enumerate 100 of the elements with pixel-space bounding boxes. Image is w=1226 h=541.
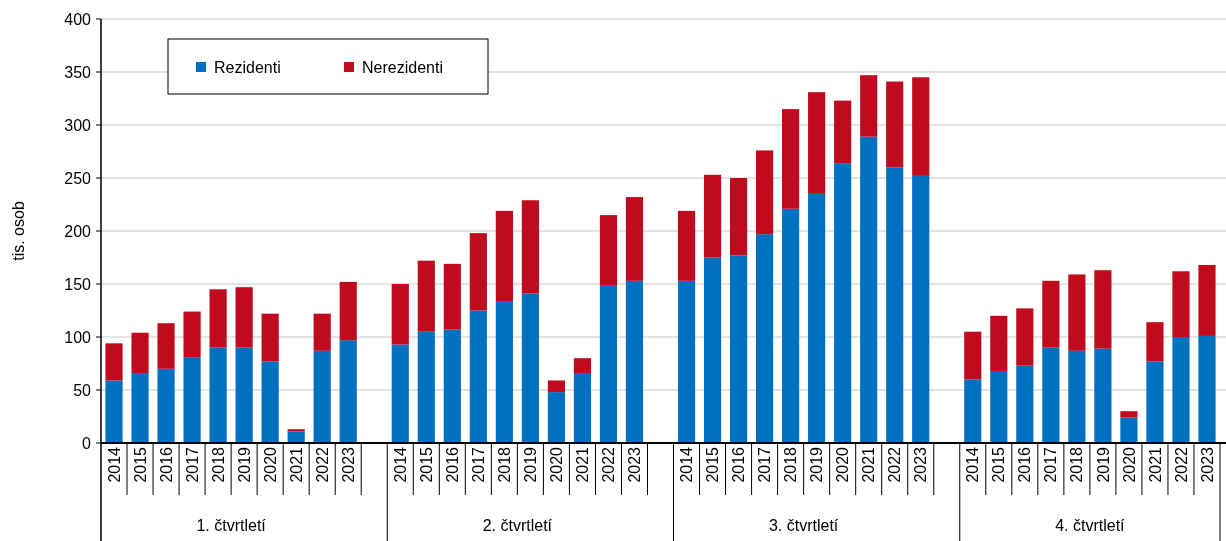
legend-label: Rezidenti bbox=[214, 58, 281, 76]
bar bbox=[495, 300, 513, 443]
bar bbox=[834, 163, 852, 443]
x-tick-label: 2022 bbox=[886, 446, 904, 483]
text: 4. čtvrtletí bbox=[1055, 517, 1126, 534]
bar bbox=[756, 234, 774, 443]
bar bbox=[391, 284, 409, 345]
bar bbox=[1016, 308, 1034, 366]
bar bbox=[990, 315, 1008, 371]
bar bbox=[339, 340, 357, 443]
bar bbox=[339, 281, 357, 341]
x-tick-label: 2018 bbox=[1068, 446, 1086, 483]
bar bbox=[1120, 411, 1138, 418]
x-tick-label: 2016 bbox=[157, 446, 175, 483]
x-tick-label: 2019 bbox=[235, 446, 253, 483]
bar bbox=[1016, 365, 1034, 443]
bar bbox=[443, 263, 461, 330]
bar bbox=[964, 331, 982, 380]
x-tick-label: 2015 bbox=[417, 446, 435, 483]
bar bbox=[157, 368, 175, 443]
bar bbox=[417, 331, 435, 443]
text: 1. čtvrtletí bbox=[196, 517, 267, 534]
x-tick-label: 2020 bbox=[548, 446, 566, 483]
y-axis-title: tis. osob bbox=[10, 201, 27, 261]
bar bbox=[677, 280, 696, 443]
bar bbox=[391, 344, 409, 443]
bar bbox=[964, 379, 982, 443]
bar bbox=[287, 429, 305, 432]
bar bbox=[729, 255, 748, 443]
x-tick-label: 2016 bbox=[443, 446, 461, 483]
y-tick-label: 0 bbox=[82, 434, 92, 452]
x-tick-label: 2023 bbox=[339, 446, 357, 483]
bar bbox=[105, 380, 123, 443]
x-tick-label: 2023 bbox=[1198, 446, 1216, 483]
bar bbox=[912, 175, 930, 443]
x-tick-label: 2022 bbox=[313, 446, 331, 483]
x-tick-label: 2020 bbox=[1120, 446, 1138, 483]
bar bbox=[756, 150, 774, 235]
bar bbox=[886, 81, 904, 168]
bar bbox=[703, 257, 722, 443]
x-tick-label: 2017 bbox=[469, 446, 487, 483]
x-tick-label: 2016 bbox=[1016, 446, 1034, 483]
x-tick-label: 2017 bbox=[756, 446, 774, 483]
bar bbox=[782, 109, 800, 209]
y-tick-label: 300 bbox=[64, 116, 92, 134]
x-tick-label: 2017 bbox=[1042, 446, 1060, 483]
x-tick-label: 2020 bbox=[834, 446, 852, 483]
bar bbox=[1172, 337, 1190, 443]
bar bbox=[235, 347, 253, 443]
bar bbox=[1068, 274, 1086, 351]
bar bbox=[1042, 280, 1060, 348]
bar bbox=[886, 167, 904, 443]
bar bbox=[547, 380, 565, 393]
x-tick-label: 2014 bbox=[105, 446, 123, 483]
bar bbox=[625, 197, 644, 281]
x-tick-label: 2014 bbox=[391, 446, 409, 483]
y-tick-label: 200 bbox=[64, 222, 92, 240]
bar bbox=[834, 100, 852, 164]
bar bbox=[547, 392, 565, 443]
x-tick-label: 2021 bbox=[1146, 446, 1164, 483]
bar bbox=[495, 210, 513, 301]
x-tick-label: 2021 bbox=[574, 446, 592, 483]
bar bbox=[599, 215, 618, 286]
bar bbox=[860, 75, 878, 137]
bar bbox=[782, 208, 800, 443]
bar bbox=[521, 293, 539, 443]
bar bbox=[1198, 264, 1216, 336]
bar bbox=[1042, 347, 1060, 443]
bar bbox=[1120, 417, 1138, 443]
x-tick-label: 2021 bbox=[287, 446, 305, 483]
bar bbox=[157, 323, 175, 369]
bar bbox=[261, 361, 279, 443]
x-tick-label: 2019 bbox=[1094, 446, 1112, 483]
bar bbox=[599, 285, 618, 443]
x-tick-label: 2018 bbox=[209, 446, 227, 483]
bar bbox=[1198, 335, 1216, 443]
bar bbox=[1146, 322, 1164, 362]
bar bbox=[1146, 361, 1164, 443]
x-tick-label: 2015 bbox=[704, 446, 722, 483]
bar bbox=[131, 332, 149, 374]
x-tick-label: 2014 bbox=[678, 446, 696, 483]
y-tick-label: 400 bbox=[64, 10, 92, 28]
bar bbox=[808, 193, 826, 443]
bar bbox=[131, 373, 149, 443]
bar bbox=[703, 174, 722, 258]
bar bbox=[417, 260, 435, 332]
bar bbox=[313, 350, 331, 443]
bar bbox=[912, 77, 930, 176]
bar bbox=[313, 313, 331, 351]
bar bbox=[1068, 350, 1086, 443]
x-tick-label: 2020 bbox=[261, 446, 279, 483]
bar bbox=[729, 178, 748, 256]
x-tick-label: 2019 bbox=[521, 446, 539, 483]
bar bbox=[105, 343, 123, 381]
bar bbox=[990, 370, 1008, 443]
legend-label: Nerezidenti bbox=[362, 58, 443, 76]
bar bbox=[860, 136, 878, 443]
x-tick-label: 2017 bbox=[183, 446, 201, 483]
bar bbox=[443, 329, 461, 443]
text: 2. čtvrtletí bbox=[482, 517, 553, 534]
